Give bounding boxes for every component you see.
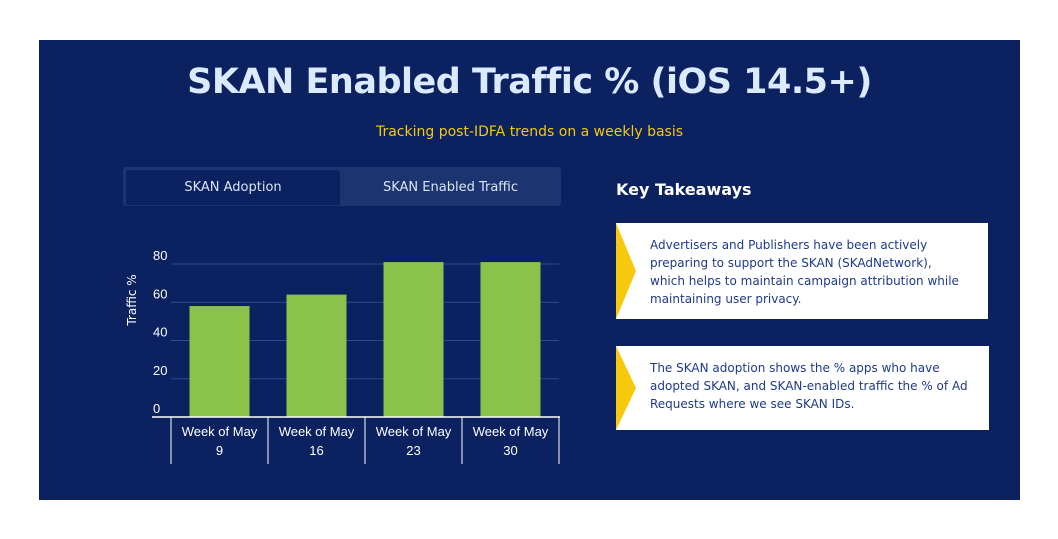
takeaway-card: The SKAN adoption shows the % apps who h… — [616, 346, 989, 430]
x-tick-label: 23 — [406, 443, 420, 458]
x-tick-label: 30 — [503, 443, 517, 458]
x-tick-label: Week of May — [279, 424, 355, 439]
y-tick-label: 60 — [153, 286, 167, 301]
x-tick-label: Week of May — [182, 424, 258, 439]
chevron-accent-icon — [616, 223, 636, 319]
x-tick-label: 16 — [309, 443, 323, 458]
x-tick-label: Week of May — [376, 424, 452, 439]
bar-chart: 0 20 40 60 80 Week of May 9 Week of May 16 Week o… — [152, 248, 560, 464]
x-tick-label: Week of May — [473, 424, 549, 439]
page-subtitle: Tracking post-IDFA trends on a weekly ba… — [375, 124, 684, 140]
y-tick-label: 40 — [153, 325, 167, 340]
infographic-panel: SKAN Enabled Traffic % (iOS 14.5+) Track… — [39, 40, 1020, 500]
takeaway-text: Advertisers and Publishers have been act… — [650, 238, 959, 306]
tab-skan-enabled-traffic[interactable]: SKAN Enabled Traffic — [382, 180, 519, 195]
page-title: SKAN Enabled Traffic % (iOS 14.5+) — [187, 62, 872, 102]
y-tick-label: 20 — [153, 363, 167, 378]
bar — [286, 294, 347, 417]
chevron-accent-icon — [616, 346, 636, 430]
takeaway-card: Advertisers and Publishers have been act… — [616, 223, 988, 319]
bar — [383, 262, 444, 417]
y-tick-label: 0 — [153, 401, 160, 416]
bar — [480, 262, 541, 417]
bar — [189, 306, 250, 417]
takeaway-text: The SKAN adoption shows the % apps who h… — [650, 361, 968, 411]
y-tick-label: 80 — [153, 248, 167, 263]
tab-skan-adoption[interactable]: SKAN Adoption — [126, 170, 340, 205]
chart-tabs: SKAN Adoption SKAN Enabled Traffic — [123, 167, 561, 206]
takeaways-title: Key Takeaways — [616, 180, 752, 199]
x-tick-label: 9 — [216, 443, 223, 458]
